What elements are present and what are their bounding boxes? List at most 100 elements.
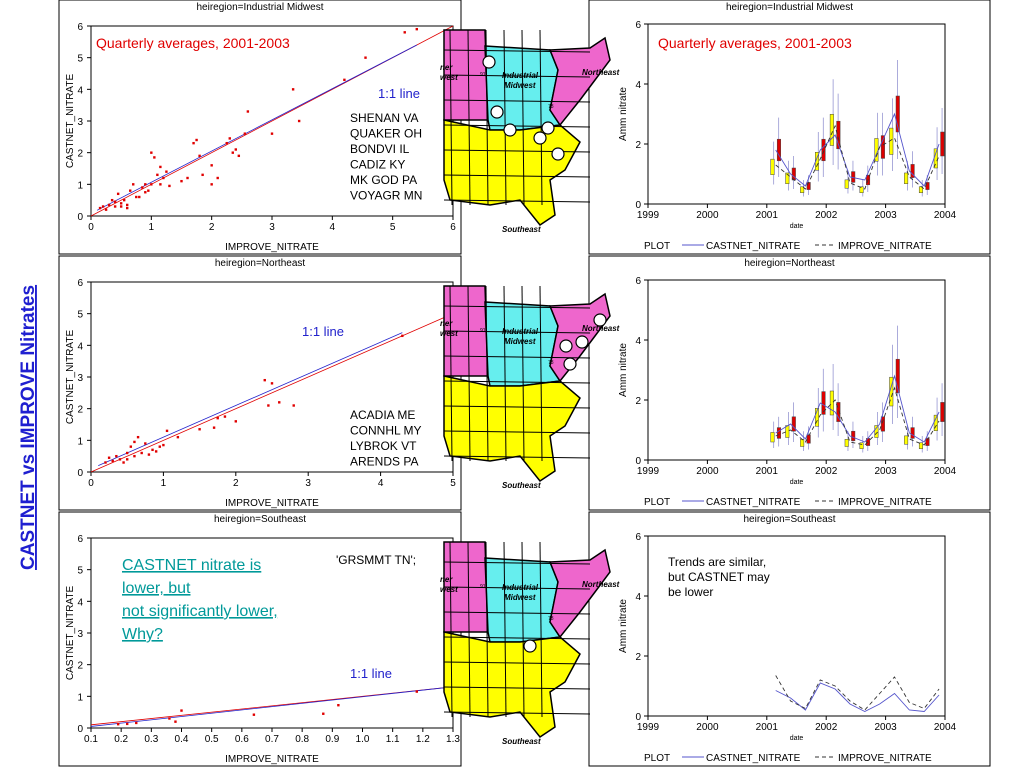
x-tick-label: 0: [88, 478, 94, 489]
data-point: [162, 176, 165, 180]
x-axis-label: IMPROVE_NITRATE: [225, 242, 319, 253]
data-point: [165, 170, 168, 173]
ts-southeast: heiregion=Southeast 1999 2000 2001 2002 2003 2…: [618, 514, 957, 764]
map-label: Midwest: [504, 81, 536, 90]
state-boundary: [443, 405, 591, 409]
y-tick-label: 4: [635, 592, 641, 603]
series-improve: [775, 675, 940, 711]
data-point: [126, 722, 129, 726]
map-label: ner: [440, 63, 453, 72]
y-tick-label: 6: [77, 278, 83, 289]
site-marker: [551, 147, 565, 161]
panel-title: heiregion=Northeast: [744, 258, 835, 269]
data-point: [223, 415, 227, 418]
data-point: [234, 420, 237, 423]
legend-label-castnet: CASTNET_NITRATE: [706, 241, 801, 252]
box-castnet: [821, 391, 826, 415]
data-point: [122, 198, 126, 202]
data-point: [401, 334, 404, 338]
note-line: Trends are similar,: [668, 555, 766, 569]
data-point: [270, 382, 274, 385]
x-tick-label: 1999: [637, 466, 660, 477]
box-castnet: [880, 135, 885, 159]
y-tick-label: 0: [635, 200, 641, 211]
y-tick-label: 2: [77, 405, 83, 416]
x-tick-label: 4: [378, 478, 384, 489]
state-boundary: [443, 455, 591, 459]
x-tick-label: 2004: [934, 722, 957, 733]
map-label: ner: [440, 319, 453, 328]
map-label: Southeast: [502, 225, 541, 234]
box-castnet: [880, 416, 885, 432]
map-label: 91: [480, 72, 486, 78]
box-improve: [785, 425, 790, 438]
state-boundary: [443, 124, 591, 128]
box-improve: [859, 442, 864, 449]
series-castnet: [775, 374, 940, 443]
state-boundary: [443, 355, 591, 359]
map-label: ner: [440, 575, 453, 584]
y-tick-label: 1: [77, 436, 83, 447]
map-label: 91: [480, 584, 486, 590]
box-castnet: [776, 427, 781, 439]
x-tick-label: 1: [149, 222, 155, 233]
box-improve: [889, 127, 894, 155]
x-tick-label: 2001: [756, 210, 779, 221]
data-point: [228, 137, 231, 140]
y-tick-label: 5: [77, 566, 83, 577]
data-point: [138, 195, 141, 199]
map-label: Northeast: [582, 324, 620, 333]
state-boundary: [443, 586, 591, 590]
data-point: [119, 202, 123, 205]
legend-label-castnet: CASTNET_NITRATE: [706, 497, 801, 508]
data-point: [210, 183, 213, 186]
data-point: [192, 141, 195, 145]
site-name: BONDVI IL: [350, 142, 410, 156]
map-label: Midwest: [504, 337, 536, 346]
state-boundary: [539, 285, 543, 462]
x-tick-label: 0.2: [114, 734, 128, 745]
y-tick-label: 2: [77, 661, 83, 672]
y-tick-label: 2: [77, 149, 83, 160]
data-point: [116, 723, 120, 726]
x-tick-label: 1.3: [446, 734, 460, 745]
data-point: [168, 184, 171, 188]
teal-annotation-line: not significantly lower,: [122, 603, 278, 620]
one-to-one-label: 1:1 line: [302, 324, 344, 339]
data-point: [113, 200, 117, 203]
data-point: [225, 141, 228, 145]
panel-title: heiregion=Industrial Midwest: [726, 2, 853, 13]
data-point: [119, 205, 123, 208]
data-point: [415, 690, 418, 693]
teal-annotation-line: CASTNET nitrate is: [122, 557, 261, 574]
x-tick-label: 5: [450, 478, 456, 489]
data-point: [126, 206, 129, 210]
map-label: 78: [548, 104, 554, 110]
x-tick-label: 2003: [874, 210, 897, 221]
x-tick-label: 1999: [637, 722, 660, 733]
box-castnet: [925, 438, 930, 446]
map-label: Southeast: [502, 481, 541, 490]
plot-area: [647, 535, 946, 717]
series-castnet: [775, 112, 940, 187]
data-point: [126, 451, 129, 455]
data-point: [136, 435, 140, 439]
x-tick-label: 2001: [756, 466, 779, 477]
data-point: [135, 721, 138, 725]
map-region-yellow: [443, 119, 581, 227]
y-tick-label: 0: [635, 712, 641, 723]
y-tick-label: 2: [635, 140, 641, 151]
regression-line: [96, 44, 417, 211]
note-line: but CASTNET may: [668, 570, 770, 584]
panel-title: heiregion=Northeast: [215, 258, 306, 269]
y-axis-label: Amm nitrate: [618, 87, 629, 141]
x-tick-label: 2000: [696, 722, 719, 733]
one-to-one-line: [90, 313, 454, 473]
one-to-one-label: 1:1 line: [350, 666, 392, 681]
y-tick-label: 3: [77, 117, 83, 128]
data-point: [147, 453, 151, 456]
state-boundary: [443, 661, 591, 665]
